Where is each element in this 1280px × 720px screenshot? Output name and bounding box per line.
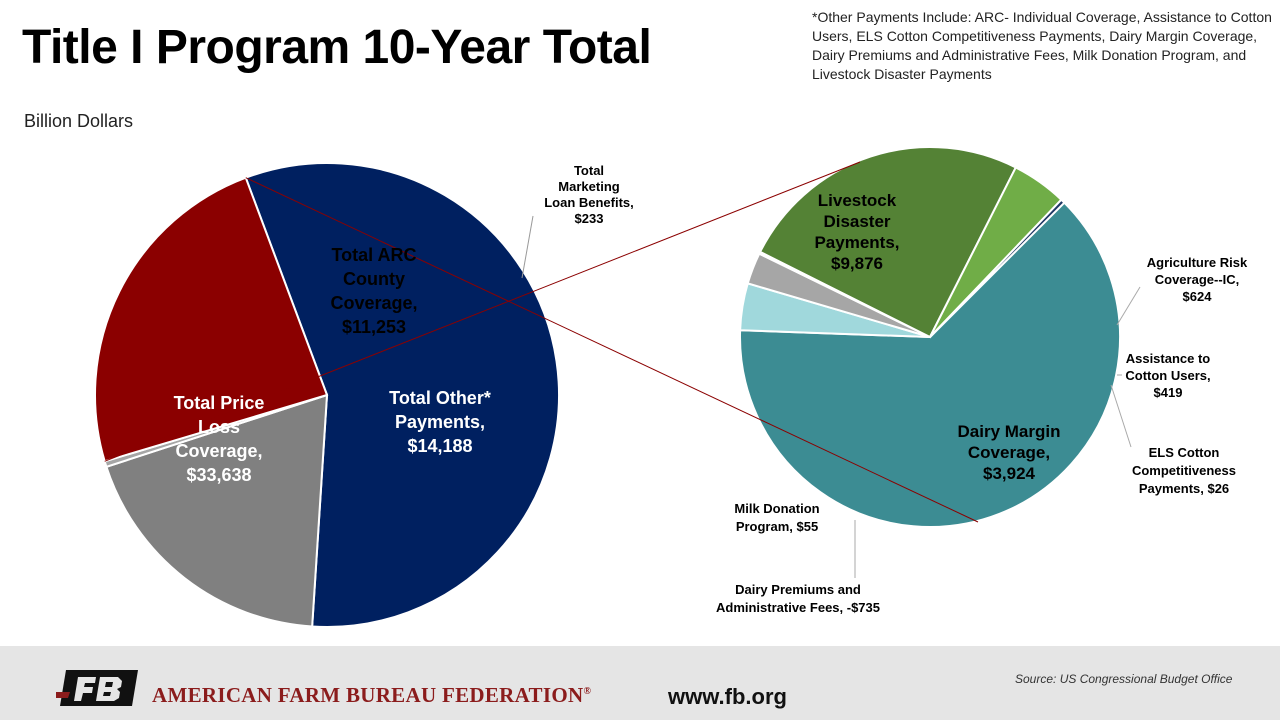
- label-agriculture-risk-coverage-line: Agriculture Risk: [1147, 255, 1248, 270]
- leader-agriculture-risk: [1116, 286, 1141, 326]
- detail-pie-slice-0: [739, 201, 1121, 528]
- label-assistance-cotton-users-line: $419: [1154, 385, 1183, 400]
- label-els-cotton-line: Payments, $26: [1139, 481, 1229, 496]
- label-marketing-loan-benefits: Total Marketing Loan Benefits, $233: [544, 163, 634, 226]
- page-title: Title I Program 10-Year Total: [22, 21, 652, 74]
- label-assistance-cotton-users-line: Assistance to: [1126, 351, 1211, 366]
- label-livestock-disaster-line: Disaster: [823, 212, 890, 231]
- main-pie-slice-0: [244, 162, 560, 628]
- label-other-payments-line: Payments,: [395, 412, 485, 432]
- label-arc-county-coverage-line: $11,253: [342, 317, 406, 337]
- label-milk-donation: Milk Donation Program, $55: [734, 501, 819, 534]
- label-dairy-margin-coverage-line: Dairy Margin: [958, 422, 1061, 441]
- label-arc-county-coverage: Total ARC County Coverage, $11,253: [330, 245, 417, 337]
- organization-name: AMERICAN FARM BUREAU FEDERATION®: [152, 683, 591, 708]
- registered-mark: ®: [583, 686, 592, 697]
- label-dairy-premiums-line: Administrative Fees, -$735: [716, 600, 880, 615]
- unit-label: Billion Dollars: [24, 111, 134, 131]
- fb-logo-icon: [56, 670, 138, 706]
- label-dairy-premiums: Dairy Premiums and Administrative Fees, -…: [716, 582, 880, 615]
- label-agriculture-risk-coverage-line: $624: [1183, 289, 1213, 304]
- label-marketing-loan-benefits-line: Loan Benefits,: [544, 195, 634, 210]
- label-dairy-margin-coverage: Dairy Margin Coverage, $3,924: [958, 422, 1061, 483]
- label-assistance-cotton-users-line: Cotton Users,: [1125, 368, 1210, 383]
- chart-area: Total Price Loss Coverage, $33,638 Total ARC…: [94, 146, 1248, 628]
- label-other-payments-line: $14,188: [407, 436, 472, 456]
- detail-pie-slice-4: [758, 146, 1018, 339]
- label-marketing-loan-benefits-line: Marketing: [558, 179, 619, 194]
- label-other-payments-line: Total Other*: [389, 388, 491, 408]
- connector-line-bottom: [245, 177, 979, 523]
- label-marketing-loan-benefits-line: $233: [575, 211, 604, 226]
- footer: AMERICAN FARM BUREAU FEDERATION® www.fb.…: [0, 646, 1280, 720]
- label-arc-county-coverage-line: Coverage,: [330, 293, 417, 313]
- main-pie-slice-1: [105, 393, 329, 628]
- label-els-cotton-line: Competitiveness: [1132, 463, 1236, 478]
- label-price-loss-coverage: Total Price Loss Coverage, $33,638: [174, 393, 265, 485]
- label-livestock-disaster-line: Livestock: [818, 191, 897, 210]
- leader-els-cotton: [1110, 384, 1132, 448]
- leader-marketing-loan: [521, 215, 534, 279]
- label-dairy-margin-coverage-line: Coverage,: [968, 443, 1050, 462]
- label-livestock-disaster-line: Payments,: [814, 233, 899, 252]
- label-livestock-disaster-line: $9,876: [831, 254, 883, 273]
- label-els-cotton-line: ELS Cotton: [1149, 445, 1220, 460]
- main-pie-slice-3: [94, 176, 329, 463]
- label-els-cotton: ELS Cotton Competitiveness Payments, $26: [1132, 445, 1236, 496]
- label-milk-donation-line: Program, $55: [736, 519, 818, 534]
- footnote: *Other Payments Include: ARC- Individual…: [812, 9, 1272, 82]
- label-dairy-margin-coverage-line: $3,924: [983, 464, 1036, 483]
- label-livestock-disaster: Livestock Disaster Payments, $9,876: [814, 191, 899, 273]
- website-link[interactable]: www.fb.org: [668, 684, 787, 709]
- label-agriculture-risk-coverage: Agriculture Risk Coverage--IC, $624: [1147, 255, 1248, 304]
- label-price-loss-coverage-line: Total Price: [174, 393, 265, 413]
- label-milk-donation-line: Milk Donation: [734, 501, 819, 516]
- label-arc-county-coverage-line: County: [343, 269, 405, 289]
- label-other-payments: Total Other* Payments, $14,188: [389, 388, 491, 456]
- connector-line-top: [104, 161, 861, 462]
- label-dairy-premiums-line: Dairy Premiums and: [735, 582, 861, 597]
- label-assistance-cotton-users: Assistance to Cotton Users, $419: [1125, 351, 1210, 400]
- label-marketing-loan-benefits-line: Total: [574, 163, 604, 178]
- label-price-loss-coverage-line: Coverage,: [175, 441, 262, 461]
- label-price-loss-coverage-line: Loss: [198, 417, 240, 437]
- label-arc-county-coverage-line: Total ARC: [332, 245, 417, 265]
- organization-name-text: AMERICAN FARM BUREAU FEDERATION: [152, 683, 584, 707]
- source-note: Source: US Congressional Budget Office: [1015, 672, 1233, 686]
- label-price-loss-coverage-line: $33,638: [186, 465, 251, 485]
- detail-pie-slice-6: [929, 198, 1066, 338]
- label-agriculture-risk-coverage-line: Coverage--IC,: [1155, 272, 1240, 287]
